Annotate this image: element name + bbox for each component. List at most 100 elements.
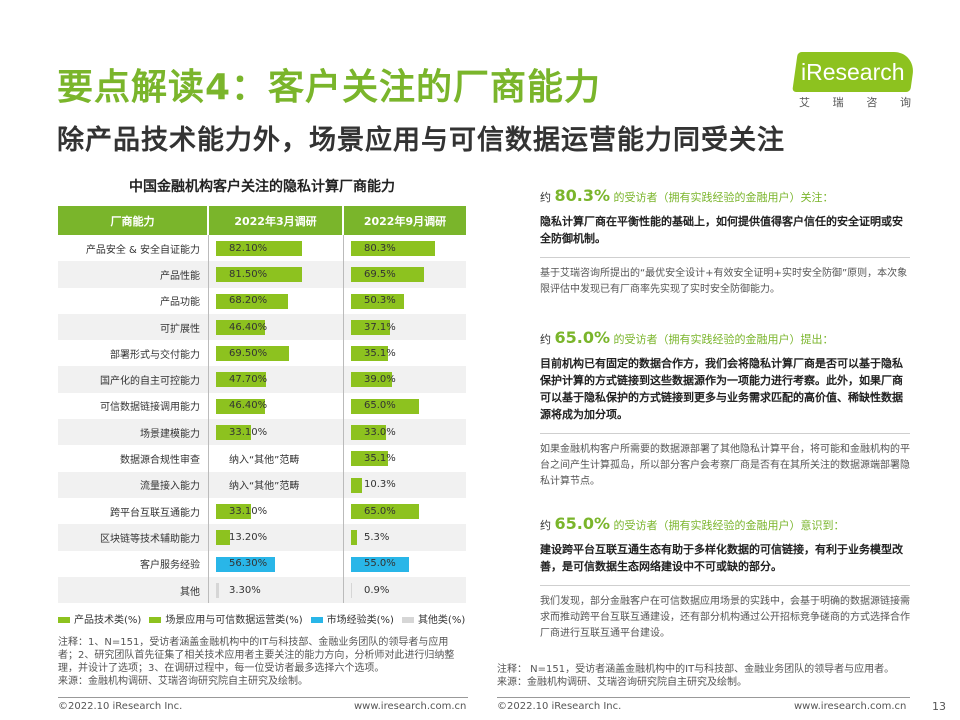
bar-march [216, 241, 303, 256]
row-capability-label: 跨平台互联互通能力 [58, 497, 208, 525]
row-cell-march: 13.20% [208, 524, 343, 551]
table-row: 可信数据链接调用能力 46.40% 65.0% [58, 392, 466, 420]
bar-sept [350, 267, 424, 283]
finding-label: 的受访者（拥有实践经验的金融用户）意识到： [613, 519, 845, 532]
footer-url-left[interactable]: www.iresearch.com.cn [354, 701, 467, 712]
cell-axis-line [342, 550, 344, 577]
bar-march [216, 398, 265, 414]
divider [540, 585, 910, 586]
row-capability-label: 产品性能 [58, 261, 208, 288]
row-capability-label: 部署形式与交付能力 [58, 340, 208, 367]
row-cell-sept: 50.3% [342, 287, 466, 314]
legend-swatch [401, 617, 414, 623]
bar-value-label: 35.1% [363, 347, 396, 359]
page-title: 要点解读4：客户关注的厂商能力 [57, 67, 602, 108]
row-cell-march: 56.30% [208, 550, 343, 577]
row-cell-march: 纳入“其他”范畴 [208, 471, 343, 498]
row-cell-sept: 65.0% [342, 392, 466, 420]
finding-label: 的受访者（拥有实践经验的金融用户）关注： [613, 191, 834, 204]
bar-value-label: 33.0% [363, 426, 396, 438]
bar-sept [350, 503, 420, 519]
cell-axis-line [208, 287, 209, 314]
row-capability-label: 国产化的自主可控能力 [58, 366, 208, 393]
cell-axis-line [208, 445, 209, 472]
row-cell-march: 纳入“其他”范畴 [208, 445, 343, 472]
row-cell-sept: 35.1% [342, 445, 466, 472]
column-header-capability: 厂商能力 [58, 206, 208, 235]
bar-sept [350, 425, 386, 441]
finding-label: 的受访者（拥有实践经验的金融用户）提出： [613, 333, 834, 346]
finding-prefix: 约 [540, 519, 551, 532]
row-cell-sept: 37.1% [342, 313, 466, 341]
right-notes-source: 来源：金融机构调研、艾瑞咨询研究院自主研究及绘制。 [497, 677, 747, 688]
bar-value-label: 5.3% [363, 531, 390, 543]
bar-value-label: 33.10% [229, 505, 268, 517]
legend-label: 场景应用与可信数据运营类(%) [165, 615, 303, 626]
chart-notes: 注释：1、N=151，受访者涵盖金融机构中的IT与科技部、金融业务团队的领导者与… [58, 636, 468, 688]
bar-sept [350, 556, 409, 572]
finding-prefix: 约 [540, 191, 551, 204]
finding-prefix: 约 [540, 333, 551, 346]
cell-axis-line [342, 313, 344, 341]
row-cell-march: 46.40% [208, 313, 343, 341]
table-row: 场景建模能力 33.10% 33.0% [58, 419, 466, 446]
row-cell-sept: 80.3% [342, 235, 466, 262]
bar-march [216, 319, 265, 335]
cell-axis-line [342, 287, 344, 314]
bar-march [216, 425, 251, 441]
column-header-march: 2022年3月调研 [207, 206, 343, 235]
row-capability-label: 产品功能 [58, 287, 208, 314]
row-capability-label: 可扩展性 [58, 313, 208, 341]
bar-sept [350, 319, 390, 335]
row-capability-label: 场景建模能力 [58, 419, 208, 446]
bar-value-label: 50.3% [363, 295, 396, 307]
bar-value-label: 46.40% [229, 400, 268, 412]
bar-value-label: 0.9% [363, 584, 390, 596]
cell-axis-line [342, 471, 344, 498]
bar-sept [350, 451, 388, 467]
row-cell-march: 81.50% [208, 261, 343, 288]
cell-axis-line [342, 419, 344, 446]
finding-1: 约 80.3% 的受访者（拥有实践经验的金融用户）关注： 隐私计算厂商在平衡性能… [540, 186, 910, 298]
logo-text: iResearch [801, 59, 905, 85]
table-row: 区块链等技术辅助能力 13.20% 5.3% [58, 524, 466, 551]
legend-item-tech: 产品技术类(%) [58, 611, 141, 626]
bar-march [216, 346, 289, 362]
finding-plain-text: 我们发现，部分金融客户在可信数据应用场景的实践中，会基于明确的数据源链接需求而推… [540, 596, 910, 639]
logo-sub-char: 询 [899, 96, 911, 109]
bar-march [216, 556, 276, 572]
footer-url-right[interactable]: www.iresearch.com.cn [794, 701, 907, 712]
footer-rule-left [58, 697, 468, 698]
page-number: 13 [932, 700, 946, 713]
row-cell-march: 46.40% [208, 392, 343, 420]
row-cell-sept: 65.0% [342, 497, 466, 525]
bar-march [216, 503, 251, 519]
row-capability-label: 产品安全 & 安全自证能力 [58, 235, 208, 262]
finding-headline: 约 80.3% 的受访者（拥有实践经验的金融用户）关注： [540, 186, 910, 205]
bar-value-label: 69.50% [229, 347, 268, 359]
cell-note-text: 纳入“其他”范畴 [229, 481, 300, 493]
bar-value-label: 33.10% [229, 426, 268, 438]
table-row: 产品安全 & 安全自证能力 82.10% 80.3% [58, 235, 466, 262]
cell-axis-line [342, 261, 344, 288]
table-row: 数据源合规性审查 纳入“其他”范畴 35.1% [58, 445, 466, 472]
bar-sept [350, 398, 420, 414]
finding-plain-text: 基于艾瑞咨询所提出的“最优安全设计+有效安全证明+实时安全防御”原则，本次象限评… [540, 268, 908, 295]
bar-value-label: 69.5% [363, 268, 396, 280]
finding-percent: 65.0% [554, 514, 611, 533]
table-row: 产品性能 81.50% 69.5% [58, 261, 466, 288]
chart-legend: 产品技术类(%) 场景应用与可信数据运营类(%) 市场经验类(%) 其他类(%) [58, 611, 465, 626]
logo-sub-char: 咨 [866, 96, 878, 109]
table-row: 部署形式与交付能力 69.50% 35.1% [58, 340, 466, 367]
legend-label: 市场经验类(%) [326, 615, 394, 626]
footer-rule-right [497, 697, 910, 698]
bar-value-label: 35.1% [363, 453, 396, 465]
legend-swatch [58, 617, 70, 623]
row-cell-sept: 69.5% [342, 261, 466, 288]
row-cell-march: 33.10% [208, 497, 343, 525]
bar-value-label: 65.0% [363, 505, 396, 517]
row-cell-sept: 55.0% [342, 550, 466, 577]
logo-sub-char: 瑞 [832, 96, 844, 109]
notes-text: 注释：1、N=151，受访者涵盖金融机构中的IT与科技部、金融业务团队的领导者与… [58, 637, 455, 674]
footer-copyright-left: ©2022.10 iResearch Inc. [58, 701, 183, 712]
